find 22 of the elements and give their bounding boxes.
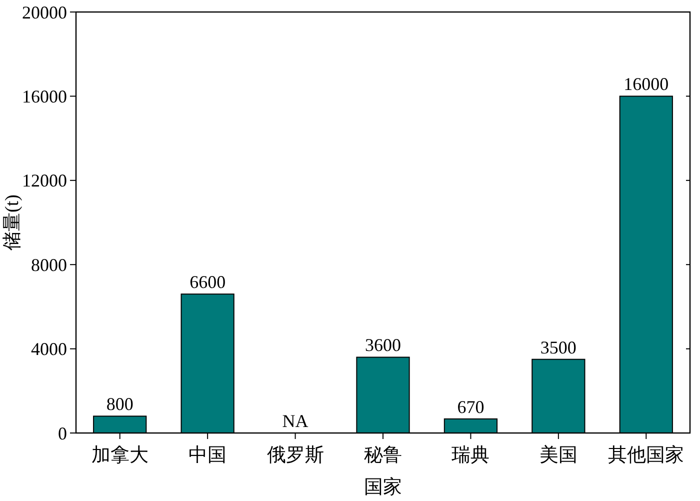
x-tick-label: 美国 [539,444,578,466]
x-tick-label: 中国 [188,445,227,466]
y-tick-label: 4000 [31,339,67,360]
data-label: 16000 [624,74,669,94]
data-label: 3600 [365,335,401,356]
x-tick-label: 瑞典 [452,445,490,466]
x-tick-label: 其他国家 [608,444,684,466]
y-tick-label: 0 [58,423,67,444]
data-label: 670 [457,396,484,417]
y-tick-label: 8000 [31,254,67,275]
x-tick-label: 秘鲁 [364,445,402,466]
y-tick-label: 20000 [22,2,67,22]
y-axis-title: 储量(t) [2,194,23,250]
y-tick-label: 12000 [22,170,67,191]
x-tick-label: 加拿大 [91,445,148,466]
data-label: 3500 [540,337,576,358]
data-label: 800 [106,394,134,414]
text: NA [282,411,308,431]
data-label: 6600 [190,272,226,292]
x-axis-title: 国家 [364,476,402,498]
x-tick-label: 俄罗斯 [266,445,324,466]
y-tick-label: 16000 [22,86,67,106]
